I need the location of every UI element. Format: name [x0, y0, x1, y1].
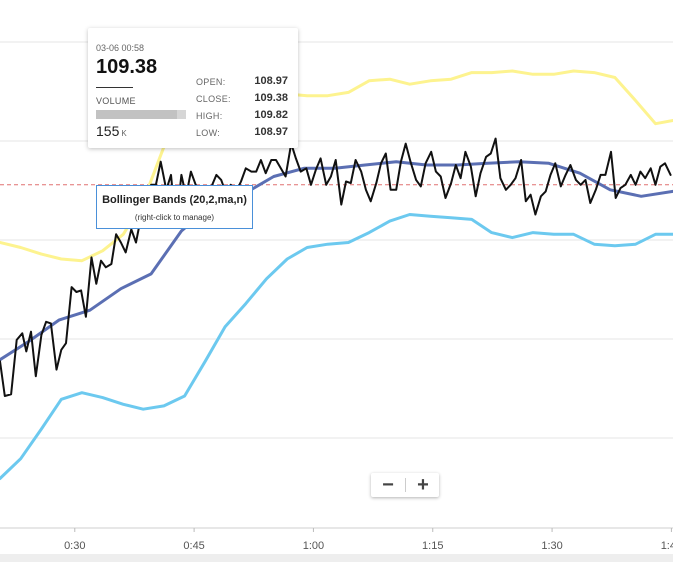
bollinger-bands-indicator-label[interactable]: Bollinger Bands (20,2,ma,n) (right-click…: [96, 185, 253, 229]
tooltip-price: 109.38: [96, 56, 158, 78]
x-tick-label: 1:00: [303, 540, 324, 552]
tooltip-low-label: LOW:: [196, 128, 221, 138]
series-lower-line: [0, 213, 673, 480]
tooltip-divider: [96, 87, 133, 88]
tooltip-high-label: HIGH:: [196, 111, 223, 121]
tooltip-volume-label: VOLUME: [96, 96, 136, 106]
tooltip-high-value: 109.82: [254, 109, 288, 121]
time-scroll-track[interactable]: [0, 554, 673, 562]
indicator-subtitle: (right-click to manage): [134, 213, 215, 222]
tooltip-volume-number: 155: [96, 123, 120, 139]
x-axis: 0:30 0:45 1:00 1:15 1:30 1:45: [64, 528, 673, 552]
zoom-divider: [405, 478, 406, 492]
tooltip-volume-unit: K: [121, 129, 127, 138]
x-tick-label: 1:30: [541, 540, 562, 552]
x-tick-label: 1:15: [422, 540, 443, 552]
series-layer: [0, 69, 673, 480]
x-tick-label: 0:45: [183, 540, 204, 552]
tooltip-open-label: OPEN:: [196, 77, 226, 87]
tooltip-open-value: 108.97: [254, 75, 288, 87]
series-middle-line: [0, 160, 673, 362]
zoom-controls: − +: [371, 473, 439, 497]
tooltip-low-value: 108.97: [254, 126, 288, 138]
tooltip-volume-fill: [96, 110, 177, 119]
series-price-line: [0, 137, 672, 397]
zoom-out-button[interactable]: −: [382, 474, 394, 496]
zoom-in-button[interactable]: +: [417, 474, 429, 496]
price-tooltip: 03-06 00:58 109.38 VOLUME 155 K OPEN: 108…: [88, 28, 298, 148]
tooltip-close-value: 109.38: [254, 92, 288, 104]
tooltip-close-label: CLOSE:: [196, 94, 231, 104]
x-tick-label: 0:30: [64, 540, 85, 552]
tooltip-volume-bar: [96, 110, 186, 119]
indicator-title: Bollinger Bands (20,2,ma,n): [102, 194, 247, 206]
tooltip-volume-value: 155 K: [96, 123, 127, 139]
tooltip-time: 03-06 00:58: [96, 43, 145, 53]
x-tick-label: 1:45: [661, 540, 673, 552]
series-upper-line: [0, 69, 673, 263]
